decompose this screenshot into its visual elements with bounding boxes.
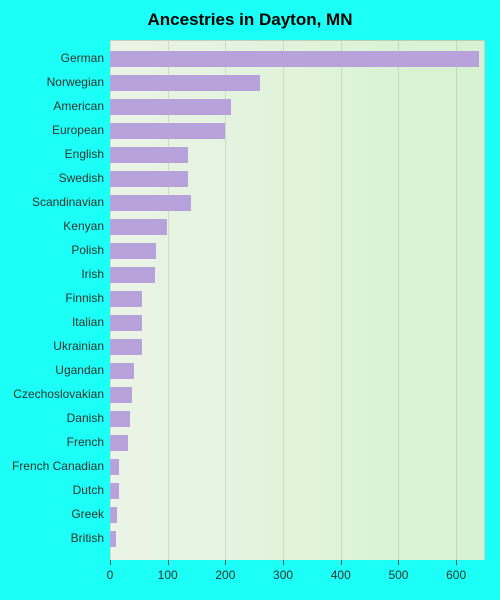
y-axis-label: Italian (0, 316, 104, 328)
y-axis-label: Swedish (0, 172, 104, 184)
y-axis-label: Norwegian (0, 76, 104, 88)
bar (110, 123, 225, 139)
chart-container: Ancestries in Dayton, MN City-Data.com 0… (0, 0, 500, 600)
bar (110, 339, 142, 355)
grid-line (225, 41, 226, 560)
x-tick (168, 560, 169, 565)
x-axis-label: 300 (263, 568, 303, 582)
bar (110, 171, 188, 187)
y-axis-label: Polish (0, 244, 104, 256)
grid-line (398, 41, 399, 560)
y-axis-label: Scandinavian (0, 196, 104, 208)
bar (110, 435, 128, 451)
y-axis-label: American (0, 100, 104, 112)
y-axis-label: German (0, 52, 104, 64)
bar (110, 387, 132, 403)
grid-line (456, 41, 457, 560)
x-tick (456, 560, 457, 565)
y-axis-label: Ugandan (0, 364, 104, 376)
x-axis-label: 600 (436, 568, 476, 582)
bar (110, 147, 188, 163)
bar (110, 483, 119, 499)
x-tick (341, 560, 342, 565)
bar (110, 459, 119, 475)
y-axis-label: European (0, 124, 104, 136)
bar (110, 195, 191, 211)
y-axis-label: Kenyan (0, 220, 104, 232)
x-tick (283, 560, 284, 565)
y-axis-label: French Canadian (0, 460, 104, 472)
y-axis-label: Greek (0, 508, 104, 520)
y-axis-label: Czechoslovakian (0, 388, 104, 400)
x-axis-label: 500 (378, 568, 418, 582)
x-axis-label: 200 (205, 568, 245, 582)
x-axis-label: 0 (90, 568, 130, 582)
y-axis-label: British (0, 532, 104, 544)
bar (110, 267, 155, 283)
bar (110, 291, 142, 307)
x-tick (398, 560, 399, 565)
y-axis-label: French (0, 436, 104, 448)
bar (110, 315, 142, 331)
grid-line (168, 41, 169, 560)
y-axis-label: English (0, 148, 104, 160)
plot-area (110, 40, 485, 560)
bar (110, 99, 231, 115)
y-axis-label: Ukrainian (0, 340, 104, 352)
y-axis-label: Irish (0, 268, 104, 280)
y-axis-label: Danish (0, 412, 104, 424)
bar (110, 363, 134, 379)
bar (110, 507, 117, 523)
x-tick (225, 560, 226, 565)
bar (110, 75, 260, 91)
y-axis-label: Dutch (0, 484, 104, 496)
bar (110, 219, 167, 235)
bar (110, 531, 116, 547)
chart-title: Ancestries in Dayton, MN (0, 10, 500, 30)
bar (110, 51, 479, 67)
grid-line (341, 41, 342, 560)
grid-line (283, 41, 284, 560)
y-axis-label: Finnish (0, 292, 104, 304)
x-tick (110, 560, 111, 565)
bar (110, 243, 156, 259)
x-axis-label: 400 (321, 568, 361, 582)
x-axis-label: 100 (148, 568, 188, 582)
bar (110, 411, 130, 427)
